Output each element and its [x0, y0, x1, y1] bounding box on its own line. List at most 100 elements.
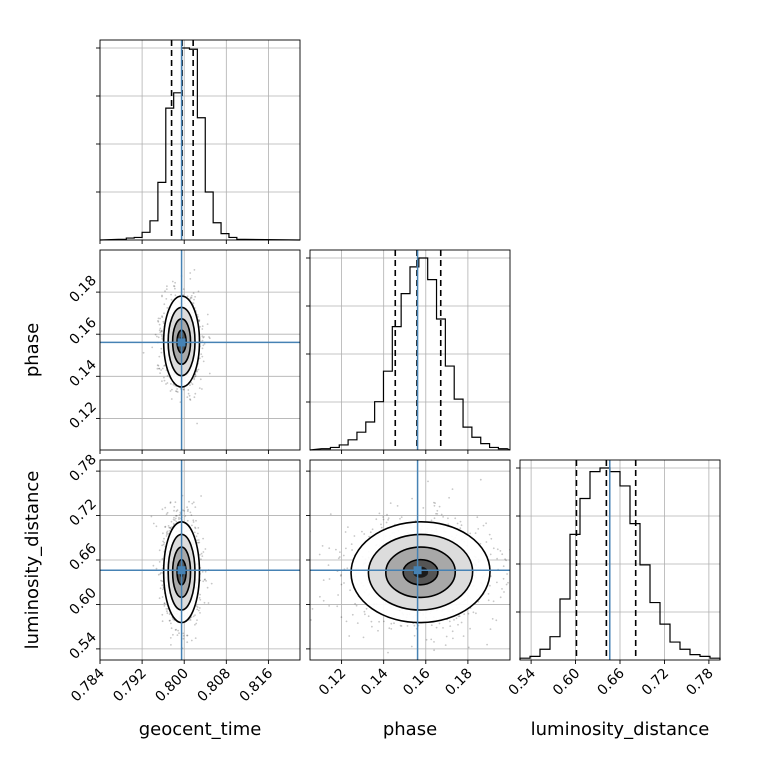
sample-point: [197, 609, 200, 612]
sample-point: [349, 589, 351, 592]
y-tick-label: 0.78: [66, 452, 99, 485]
x-tick-label: 0.72: [639, 666, 672, 699]
sample-point: [371, 625, 373, 628]
sample-point: [451, 488, 454, 490]
sample-point: [165, 531, 168, 534]
sample-point: [413, 634, 416, 637]
sample-point: [444, 644, 447, 646]
histogram-phase-panel: [306, 249, 511, 454]
sample-point: [499, 550, 502, 552]
sample-point: [192, 521, 195, 523]
sample-point: [203, 336, 205, 338]
sample-point: [190, 639, 193, 642]
sample-point: [501, 588, 503, 590]
sample-point: [162, 540, 165, 543]
sample-point: [166, 285, 168, 288]
sample-point: [202, 537, 205, 540]
sample-point: [458, 615, 461, 618]
sample-point: [463, 613, 466, 615]
sample-point: [158, 367, 161, 370]
sample-point: [156, 367, 159, 370]
sample-point: [160, 579, 162, 582]
sample-point: [202, 336, 205, 339]
sample-point: [178, 516, 180, 519]
sample-point: [157, 320, 160, 323]
sample-point: [328, 578, 331, 580]
sample-point: [390, 628, 393, 630]
sample-point: [353, 535, 356, 537]
sample-point: [399, 517, 401, 520]
y-tick-label: 0.54: [66, 629, 99, 662]
x-tick-label: 0.54: [506, 665, 539, 698]
x-tick-label: 0.18: [442, 666, 475, 699]
sample-point: [169, 527, 172, 529]
sample-point: [175, 390, 177, 392]
sample-point: [414, 519, 417, 522]
sample-point: [175, 628, 178, 631]
sample-point: [382, 518, 385, 521]
sample-point: [194, 506, 197, 508]
sample-point: [390, 622, 393, 625]
sample-point: [507, 581, 509, 584]
sample-point: [503, 591, 505, 593]
sample-point: [467, 612, 470, 615]
sample-point: [195, 535, 198, 538]
sample-point: [387, 517, 390, 519]
sample-point: [161, 367, 164, 370]
sample-point: [155, 567, 158, 570]
sample-point: [198, 319, 201, 322]
sample-point: [496, 557, 498, 560]
sample-point: [378, 512, 381, 515]
x-tick-label: 0.78: [683, 666, 716, 699]
sample-point: [469, 532, 472, 535]
sample-point: [165, 383, 167, 385]
sample-point: [203, 578, 206, 581]
sample-point: [433, 517, 436, 520]
sample-point: [176, 509, 179, 511]
sample-point: [487, 599, 490, 602]
sample-point: [163, 602, 166, 604]
sample-point: [192, 519, 195, 522]
histogram-step: [309, 257, 511, 451]
sample-point: [169, 390, 172, 392]
sample-point: [201, 355, 204, 358]
sample-point: [165, 535, 168, 537]
sample-point: [157, 573, 160, 576]
sample-point: [168, 613, 171, 616]
sample-point: [196, 619, 198, 621]
sample-point: [174, 287, 176, 290]
sample-point: [194, 375, 196, 378]
sample-point: [159, 317, 162, 320]
sample-point: [435, 512, 437, 515]
sample-point: [169, 637, 172, 639]
sample-point: [197, 541, 200, 544]
sample-point: [170, 398, 173, 400]
sample-point: [370, 620, 373, 623]
sample-point: [172, 522, 175, 525]
sample-point: [196, 314, 199, 316]
x-tick-label: 0.816: [237, 665, 277, 705]
sample-point: [169, 501, 172, 504]
sample-point: [168, 526, 171, 529]
sample-point: [178, 518, 180, 520]
y-tick-label: 0.14: [66, 357, 99, 390]
sample-point: [487, 593, 490, 595]
sample-point: [176, 391, 179, 393]
sample-point: [198, 387, 201, 389]
sample-point: [195, 519, 197, 522]
sample-point: [175, 520, 178, 523]
sample-point: [433, 501, 435, 504]
sample-point: [174, 294, 177, 297]
sample-point: [182, 632, 185, 635]
sample-point: [192, 292, 195, 294]
sample-point: [367, 615, 370, 618]
sample-point: [191, 383, 194, 386]
sample-point: [161, 295, 163, 298]
sample-point: [177, 629, 180, 632]
sample-point: [159, 331, 162, 334]
sample-point: [174, 517, 177, 520]
sample-point: [380, 526, 383, 529]
sample-point: [442, 516, 444, 518]
sample-point: [166, 530, 169, 533]
sample-point: [204, 548, 207, 550]
